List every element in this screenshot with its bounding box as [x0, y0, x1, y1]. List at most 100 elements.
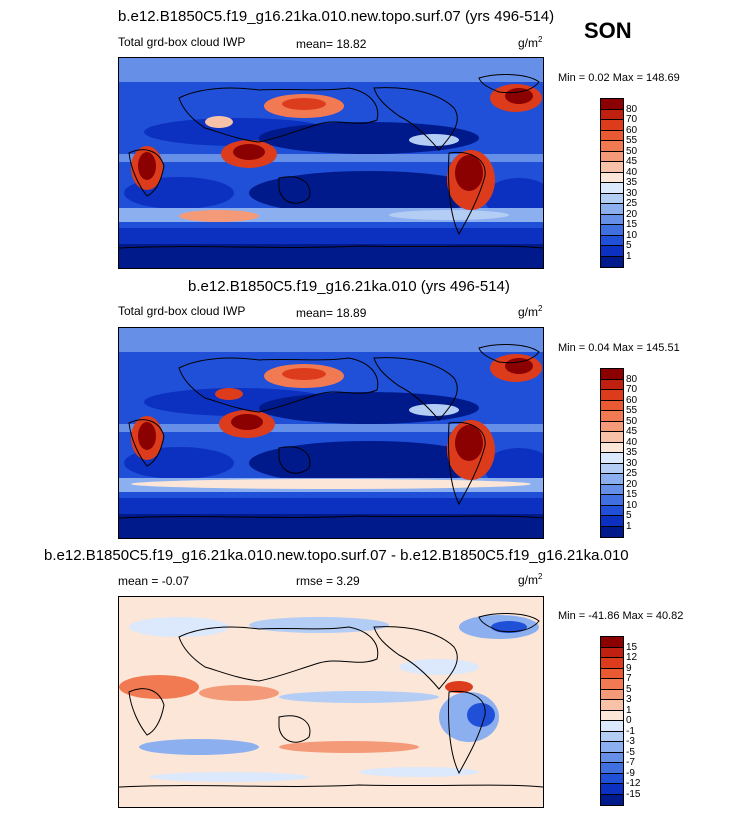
colorbar-2-swatch	[601, 463, 623, 474]
colorbar-2-swatch	[601, 484, 623, 495]
panel-2-minmax: Min = 0.04 Max = 145.51	[558, 342, 680, 354]
colorbar-2-tick-label: 10	[626, 499, 638, 511]
colorbar-3-swatch	[601, 721, 623, 732]
panel-1-minmax: Min = 0.02 Max = 148.69	[558, 72, 680, 84]
colorbar-3-tick-label: 5	[626, 683, 632, 695]
colorbar-2-swatch	[601, 526, 623, 537]
colorbar-3-tick-label: 15	[626, 641, 638, 653]
colorbar-1-tick-label: 55	[626, 135, 638, 146]
panel-3-minmax: Min = -41.86 Max = 40.82	[558, 610, 684, 622]
colorbar-1-tick-label: 5	[626, 240, 632, 251]
colorbar-1-tick-label: 25	[626, 198, 638, 209]
colorbar-2-swatch	[601, 432, 623, 443]
colorbar-1-swatch	[601, 256, 623, 267]
colorbar-1-swatch	[601, 162, 623, 173]
colorbar-3-tick-label: -1	[626, 725, 635, 737]
colorbar-3-swatch	[601, 710, 623, 721]
colorbar-3-tick-label: 9	[626, 662, 632, 674]
panel-2-title: b.e12.B1850C5.f19_g16.21ka.010 (yrs 496-…	[188, 278, 510, 295]
panel-1-mean-label: mean= 18.82	[296, 37, 367, 51]
colorbar-3-swatch	[601, 763, 623, 774]
colorbar-1-tick-label: 1	[626, 250, 632, 262]
colorbar-1-swatch	[601, 204, 623, 215]
colorbar-2-tick-label: 15	[626, 489, 638, 500]
panel-2-colorbar	[600, 368, 624, 538]
season-label: SON	[584, 18, 632, 43]
colorbar-2-swatch	[601, 474, 623, 485]
colorbar-2-swatch	[601, 400, 623, 411]
colorbar-2-swatch	[601, 495, 623, 506]
panel-3-title: b.e12.B1850C5.f19_g16.21ka.010.new.topo.…	[44, 547, 629, 564]
colorbar-2-tick-label: 80	[626, 373, 638, 385]
colorbar-2-swatch	[601, 390, 623, 401]
colorbar-1-swatch	[601, 225, 623, 236]
colorbar-1-swatch	[601, 193, 623, 204]
panel-2-map-field	[119, 328, 543, 538]
colorbar-1-swatch	[601, 141, 623, 152]
colorbar-2-swatch	[601, 369, 623, 380]
panel-1-variable-label: Total grd-box cloud IWP	[118, 35, 246, 49]
colorbar-1-tick-label: 80	[626, 103, 638, 115]
colorbar-1-swatch	[601, 99, 623, 110]
colorbar-2-swatch	[601, 421, 623, 432]
colorbar-1-swatch	[601, 235, 623, 246]
panel-1-map-field	[119, 58, 543, 268]
colorbar-3-tick-label: -9	[626, 767, 635, 779]
colorbar-2-tick-label: 60	[626, 394, 638, 406]
colorbar-2-swatch	[601, 505, 623, 516]
colorbar-1-tick-label: 35	[626, 177, 638, 188]
colorbar-2-swatch	[601, 453, 623, 464]
colorbar-3-tick-label: -15	[626, 788, 641, 800]
panel-3-map-field	[119, 597, 543, 807]
colorbar-2-tick-label: 55	[626, 405, 638, 416]
colorbar-3-swatch	[601, 742, 623, 753]
colorbar-1-tick-label: 45	[626, 156, 638, 167]
colorbar-1-swatch	[601, 130, 623, 141]
colorbar-2-swatch	[601, 516, 623, 527]
colorbar-3-swatch	[601, 784, 623, 795]
colorbar-1-swatch	[601, 172, 623, 183]
colorbar-3-tick-label: 12	[626, 652, 638, 663]
colorbar-3-swatch	[601, 731, 623, 742]
colorbar-1-swatch	[601, 246, 623, 257]
colorbar-1-tick-label: 60	[626, 124, 638, 136]
colorbar-2-tick-label: 20	[626, 478, 638, 490]
colorbar-2-tick-label: 25	[626, 468, 638, 479]
panel-1-map	[118, 57, 544, 269]
panel-3-unit: g/m2	[518, 572, 543, 587]
colorbar-1-tick-label: 30	[626, 187, 638, 199]
colorbar-2-tick-label: 50	[626, 415, 638, 427]
colorbar-3-tick-label: -7	[626, 757, 635, 768]
panel-2-mean-label: mean= 18.89	[296, 306, 367, 320]
colorbar-3-swatch	[601, 637, 623, 648]
colorbar-1-swatch	[601, 109, 623, 120]
panel-2-unit: g/m2	[518, 304, 543, 319]
colorbar-1-tick-label: 15	[626, 219, 638, 230]
colorbar-3-swatch	[601, 647, 623, 658]
colorbar-3-tick-label: -12	[626, 778, 641, 789]
colorbar-3-swatch	[601, 794, 623, 805]
colorbar-1-tick-label: 10	[626, 229, 638, 241]
colorbar-2-tick-label: 45	[626, 426, 638, 437]
colorbar-3-tick-label: 3	[626, 694, 632, 705]
panel-2-map	[118, 327, 544, 539]
colorbar-3-swatch	[601, 679, 623, 690]
colorbar-2-swatch	[601, 442, 623, 453]
colorbar-3-swatch	[601, 752, 623, 763]
panel-3-rmse-label: rmse = 3.29	[296, 574, 360, 588]
colorbar-3-swatch	[601, 700, 623, 711]
colorbar-2-tick-label: 1	[626, 520, 632, 532]
colorbar-3-tick-label: 0	[626, 715, 632, 726]
colorbar-3-swatch	[601, 689, 623, 700]
panel-3-mean-label: mean = -0.07	[118, 574, 190, 588]
panel-3-colorbar	[600, 636, 624, 806]
colorbar-1-swatch	[601, 151, 623, 162]
colorbar-2-tick-label: 5	[626, 510, 632, 521]
colorbar-3-tick-label: 7	[626, 673, 632, 684]
colorbar-3-swatch	[601, 668, 623, 679]
panel-1-unit: g/m2	[518, 35, 543, 50]
colorbar-2-swatch	[601, 411, 623, 422]
panel-3-map	[118, 596, 544, 808]
colorbar-3-swatch	[601, 773, 623, 784]
colorbar-1-swatch	[601, 183, 623, 194]
